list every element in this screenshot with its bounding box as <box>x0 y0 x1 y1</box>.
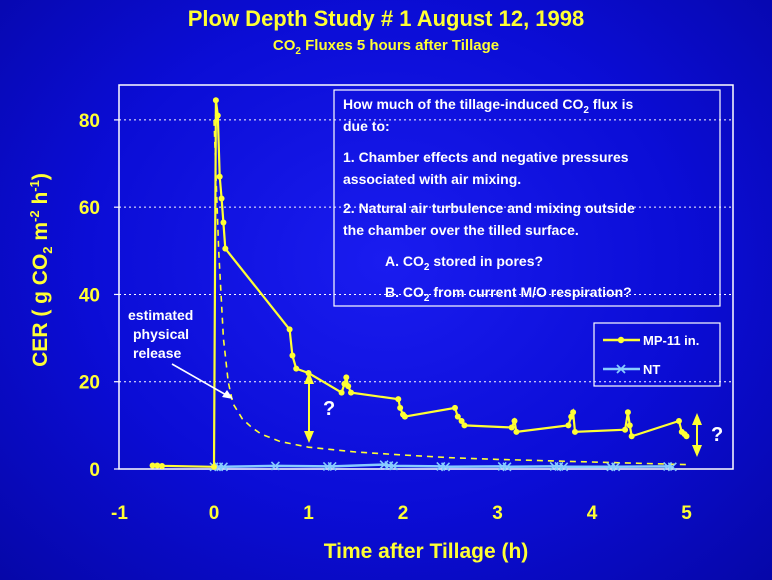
legend-nt-marker <box>616 364 626 374</box>
nt-data-point <box>270 461 280 471</box>
mp-data-point <box>338 389 345 396</box>
gap-arrow-1 <box>304 372 314 443</box>
question-mark-1: ? <box>323 398 335 420</box>
mp-data-point <box>289 352 296 359</box>
mp-data-point <box>683 433 690 440</box>
y-tick-label: 40 <box>79 285 100 306</box>
mp-data-point <box>624 409 631 416</box>
x-tick-label: 2 <box>398 503 409 524</box>
estimated-release-curve <box>213 119 687 466</box>
mp-data-point <box>397 404 404 411</box>
question-item-2b: the chamber over the tilled surface. <box>343 222 579 238</box>
mp-data-point <box>343 374 350 381</box>
legend-mp-label: MP-11 in. <box>643 333 699 348</box>
y-axis-label: CER ( g CO2 m-2 h-1) <box>27 173 55 367</box>
nt-data-point <box>667 462 677 472</box>
question-box: How much of the tillage-induced CO2 flux… <box>333 89 721 307</box>
question-mark-2: ? <box>711 424 723 446</box>
mp-data-point <box>216 173 223 180</box>
y-tick-label: 20 <box>79 373 100 394</box>
x-tick-label: 1 <box>303 503 314 524</box>
mp-data-point <box>222 245 229 252</box>
x-tick-label: 3 <box>492 503 503 524</box>
nt-data-point <box>502 462 512 472</box>
mp-data-point <box>511 418 518 424</box>
question-line-2: due to: <box>343 118 390 134</box>
question-sub-b: B. CO2 from current M/O respiration? <box>385 284 632 304</box>
estimate-arrow-line <box>171 363 229 397</box>
estimate-label-1: estimated <box>128 307 193 323</box>
question-item-1b: associated with air mixing. <box>343 171 521 187</box>
legend: MP-11 in. NT <box>593 322 721 387</box>
chart-title: Plow Depth Study # 1 August 12, 1998 <box>187 6 585 31</box>
estimate-label-3: release <box>133 345 181 361</box>
estimate-annotation: estimated physical release <box>128 307 233 399</box>
mp-data-point <box>628 433 635 440</box>
question-sub-a: A. CO2 stored in pores? <box>385 253 543 273</box>
plot-area <box>118 84 734 470</box>
mp-data-point <box>212 97 219 104</box>
chart-subtitle: CO2 Fluxes 5 hours after Tillage <box>272 37 500 57</box>
mp-data-point <box>626 422 633 429</box>
nt-data-point <box>327 461 337 471</box>
mp-data-point <box>622 426 629 433</box>
x-tick-label: 4 <box>587 503 598 524</box>
question-item-2a: 2. Natural air turbulence and mixing out… <box>343 200 635 216</box>
mp-data-point <box>454 413 461 420</box>
mp-data-point <box>458 418 465 424</box>
nt-data-point <box>440 462 451 472</box>
gap-arrow-2 <box>692 413 702 457</box>
mp-data-point <box>508 424 515 431</box>
y-tick-label: 80 <box>79 111 100 132</box>
mp-data-point <box>395 396 402 403</box>
mp-data-point <box>220 219 227 226</box>
mp-data-point <box>348 389 355 396</box>
mp-data-point <box>293 365 300 372</box>
mp-data-point <box>211 463 217 470</box>
nt-data-point <box>218 462 229 472</box>
question-line-1: How much of the tillage-induced CO2 flux… <box>343 96 633 116</box>
mp-data-point <box>286 326 293 333</box>
mp-data-point <box>675 418 682 424</box>
legend-mp-marker <box>617 336 625 344</box>
x-tick-label: 0 <box>209 503 220 524</box>
mp-data-point <box>149 462 156 469</box>
mp-data-point <box>461 422 468 429</box>
estimate-arrow-head <box>222 390 233 399</box>
legend-frame <box>593 322 721 387</box>
x-tick-label: 5 <box>681 503 692 524</box>
question-item-1a: 1. Chamber effects and negative pressure… <box>343 149 629 165</box>
mp-data-point <box>451 404 458 411</box>
mp-data-point <box>565 422 572 429</box>
mp-data-point <box>218 195 225 202</box>
x-axis-label: Time after Tillage (h) <box>324 540 529 563</box>
mp-data-point <box>159 462 166 469</box>
mp-data-point <box>401 413 408 420</box>
series-line-nt <box>214 463 673 469</box>
mp-data-point <box>570 409 577 416</box>
mp-data-point <box>214 112 221 119</box>
y-tick-label: 0 <box>89 460 100 481</box>
legend-nt-label: NT <box>643 362 660 377</box>
mp-data-point <box>154 462 161 469</box>
y-tick-label: 60 <box>79 198 100 219</box>
estimate-label-2: physical <box>133 326 189 342</box>
nt-data-point <box>611 462 621 472</box>
question-box-frame <box>333 89 721 307</box>
x-tick-label: -1 <box>111 503 128 524</box>
mp-data-point <box>345 383 352 390</box>
nt-data-point <box>559 462 569 472</box>
mp-data-point <box>513 428 520 435</box>
mp-data-point <box>571 428 578 435</box>
nt-data-point <box>388 461 399 471</box>
